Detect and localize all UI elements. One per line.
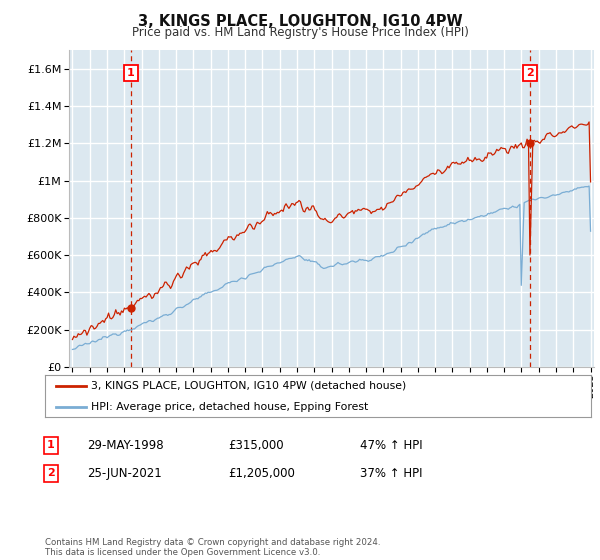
Text: 47% ↑ HPI: 47% ↑ HPI [360, 438, 422, 452]
Text: 1: 1 [127, 68, 135, 78]
Text: HPI: Average price, detached house, Epping Forest: HPI: Average price, detached house, Eppi… [91, 402, 368, 412]
Text: 2: 2 [47, 468, 55, 478]
Text: 3, KINGS PLACE, LOUGHTON, IG10 4PW: 3, KINGS PLACE, LOUGHTON, IG10 4PW [137, 14, 463, 29]
Text: 37% ↑ HPI: 37% ↑ HPI [360, 466, 422, 480]
Text: 25-JUN-2021: 25-JUN-2021 [87, 466, 162, 480]
Text: Contains HM Land Registry data © Crown copyright and database right 2024.
This d: Contains HM Land Registry data © Crown c… [45, 538, 380, 557]
Text: £1,205,000: £1,205,000 [228, 466, 295, 480]
Text: 29-MAY-1998: 29-MAY-1998 [87, 438, 164, 452]
Text: 1: 1 [47, 440, 55, 450]
Text: Price paid vs. HM Land Registry's House Price Index (HPI): Price paid vs. HM Land Registry's House … [131, 26, 469, 39]
Text: 2: 2 [526, 68, 533, 78]
Text: £315,000: £315,000 [228, 438, 284, 452]
Text: 3, KINGS PLACE, LOUGHTON, IG10 4PW (detached house): 3, KINGS PLACE, LOUGHTON, IG10 4PW (deta… [91, 381, 407, 391]
